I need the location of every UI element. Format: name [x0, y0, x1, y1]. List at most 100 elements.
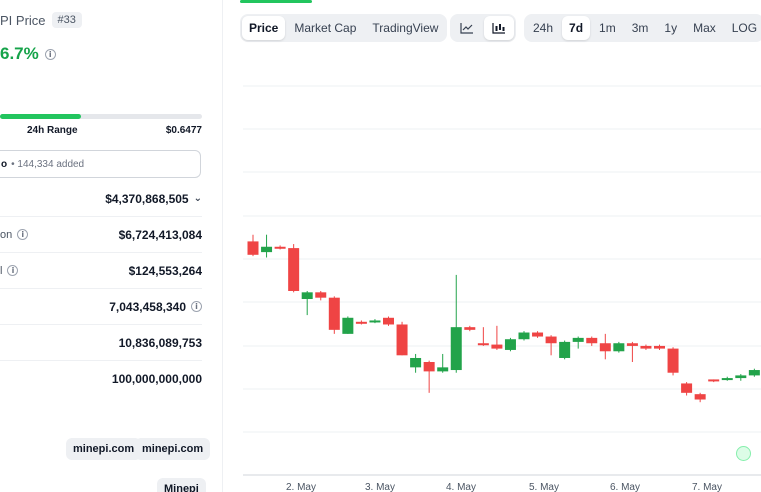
stat-row-market-cap[interactable]: $4,370,868,505 ⌄: [0, 181, 202, 217]
candle-up[interactable]: [261, 246, 273, 253]
watchlist-button[interactable]: o • 144,334 added: [0, 150, 201, 178]
log-scale-toggle[interactable]: LOG: [731, 21, 758, 35]
x-tick-label: 5. May: [529, 482, 559, 492]
active-tab-indicator: [240, 0, 312, 3]
x-tick-label: 3. May: [365, 482, 395, 492]
candle-down[interactable]: [532, 332, 544, 337]
explorer-link[interactable]: Minepi: [157, 478, 206, 492]
chart-type-toggle: [450, 14, 516, 42]
candle-up[interactable]: [572, 337, 584, 342]
candle-up[interactable]: [450, 327, 462, 371]
price-title: PI Price: [0, 12, 46, 28]
candlestick-chart-icon[interactable]: [484, 16, 514, 40]
watchlist-added-count: • 144,334 added: [11, 158, 85, 170]
candle-up[interactable]: [504, 339, 516, 350]
stat-value-wrap: 7,043,458,340 i: [109, 300, 202, 314]
info-icon[interactable]: i: [44, 48, 56, 60]
stat-row-volume: l i $124,553,264: [0, 253, 202, 289]
range-bar: [0, 114, 202, 119]
range-24h[interactable]: 24h: [533, 21, 554, 35]
candle-up[interactable]: [342, 317, 354, 334]
tab-tradingview[interactable]: TradingView: [372, 21, 439, 35]
panel-divider: [222, 0, 223, 492]
candle-up[interactable]: [721, 378, 733, 381]
time-range-selector: 24h 7d 1m 3m 1y Max LOG: [524, 14, 761, 42]
candle-down[interactable]: [423, 362, 435, 372]
tab-market-cap[interactable]: Market Cap: [294, 21, 357, 35]
candle-down[interactable]: [667, 348, 679, 373]
range-bar-fill: [0, 114, 81, 119]
stat-label: on: [0, 228, 13, 241]
candle-down[interactable]: [396, 324, 408, 356]
candle-down[interactable]: [626, 343, 638, 346]
candle-down[interactable]: [708, 379, 720, 382]
stat-value-wrap: $4,370,868,505 ⌄: [105, 192, 202, 206]
rank-badge: #33: [51, 12, 82, 28]
candle-down[interactable]: [586, 337, 598, 344]
candle-down[interactable]: [681, 383, 693, 393]
stat-value: 10,836,089,753: [118, 335, 202, 350]
candle-down[interactable]: [328, 297, 340, 330]
x-tick-label: 4. May: [446, 482, 476, 492]
stat-row-fdv: on i $6,724,413,084: [0, 217, 202, 253]
x-tick-label: 7. May: [692, 482, 722, 492]
stat-value: $124,553,264: [128, 263, 202, 278]
candle-down[interactable]: [640, 345, 652, 349]
x-tick-label: 2. May: [286, 482, 316, 492]
candle-down[interactable]: [491, 344, 503, 349]
candle-down[interactable]: [599, 343, 611, 352]
candle-up[interactable]: [748, 370, 760, 376]
stat-row-circulating-supply: 7,043,458,340 i: [0, 289, 202, 325]
range-max[interactable]: Max: [693, 21, 716, 35]
candlestick-chart: 2. May 3. May 4. May 5. May 6. May 7. May: [243, 85, 761, 492]
candle-down[interactable]: [383, 317, 394, 325]
price-title-row: PI Price #33: [0, 12, 82, 28]
candle-down[interactable]: [477, 343, 489, 346]
candle-up[interactable]: [518, 332, 530, 340]
stat-label-wrap: on i: [0, 228, 29, 241]
website-link-2[interactable]: minepi.com: [135, 438, 211, 460]
candle-down[interactable]: [274, 246, 286, 249]
x-tick-label: 6. May: [610, 482, 640, 492]
watchlist-star-fragment: o: [1, 158, 8, 170]
website-link-1[interactable]: minepi.com: [66, 438, 142, 460]
info-icon[interactable]: i: [17, 229, 29, 240]
candle-down[interactable]: [288, 248, 300, 291]
range-1m[interactable]: 1m: [599, 21, 616, 35]
stat-label-wrap: l i: [0, 264, 19, 277]
candle-up[interactable]: [301, 292, 313, 300]
candle-down[interactable]: [694, 394, 706, 400]
candle-down[interactable]: [545, 336, 557, 344]
price-change-value: 6.7%: [0, 44, 39, 63]
candle-down[interactable]: [355, 321, 367, 324]
line-chart-icon[interactable]: [452, 16, 482, 40]
coingecko-logo-icon: [736, 446, 751, 461]
tab-price[interactable]: Price: [242, 16, 286, 40]
range-high: $0.6477: [165, 125, 202, 136]
chevron-down-icon[interactable]: ⌄: [193, 193, 202, 204]
candle-down[interactable]: [315, 292, 327, 298]
candle-down[interactable]: [247, 241, 259, 255]
candle-up[interactable]: [369, 320, 381, 323]
stat-value: $6,724,413,084: [118, 227, 202, 242]
range-7d[interactable]: 7d: [562, 16, 591, 40]
candle-down[interactable]: [464, 327, 476, 330]
candle-up[interactable]: [735, 375, 747, 379]
range-1y[interactable]: 1y: [664, 21, 678, 35]
candle-up[interactable]: [437, 367, 449, 372]
candle-down[interactable]: [654, 345, 665, 349]
stat-value: 100,000,000,000: [111, 372, 202, 386]
candle-up[interactable]: [613, 343, 625, 352]
stat-label: l: [0, 264, 3, 277]
stat-value: $4,370,868,505: [105, 191, 189, 206]
info-icon[interactable]: i: [7, 265, 19, 276]
range-3m[interactable]: 3m: [631, 21, 649, 35]
price-change: 6.7% i: [0, 44, 56, 64]
info-icon[interactable]: i: [191, 301, 202, 312]
price-chart[interactable]: 2. May 3. May 4. May 5. May 6. May 7. May: [223, 52, 761, 492]
candle-up[interactable]: [410, 357, 422, 368]
stat-row-total-supply: 10,836,089,753: [0, 325, 202, 361]
candle-up[interactable]: [559, 341, 571, 358]
chart-tabs: Price Market Cap TradingView: [240, 14, 448, 42]
coin-stats-panel: PI Price #33 6.7% i 24h Range $0.6477 o …: [0, 0, 222, 492]
